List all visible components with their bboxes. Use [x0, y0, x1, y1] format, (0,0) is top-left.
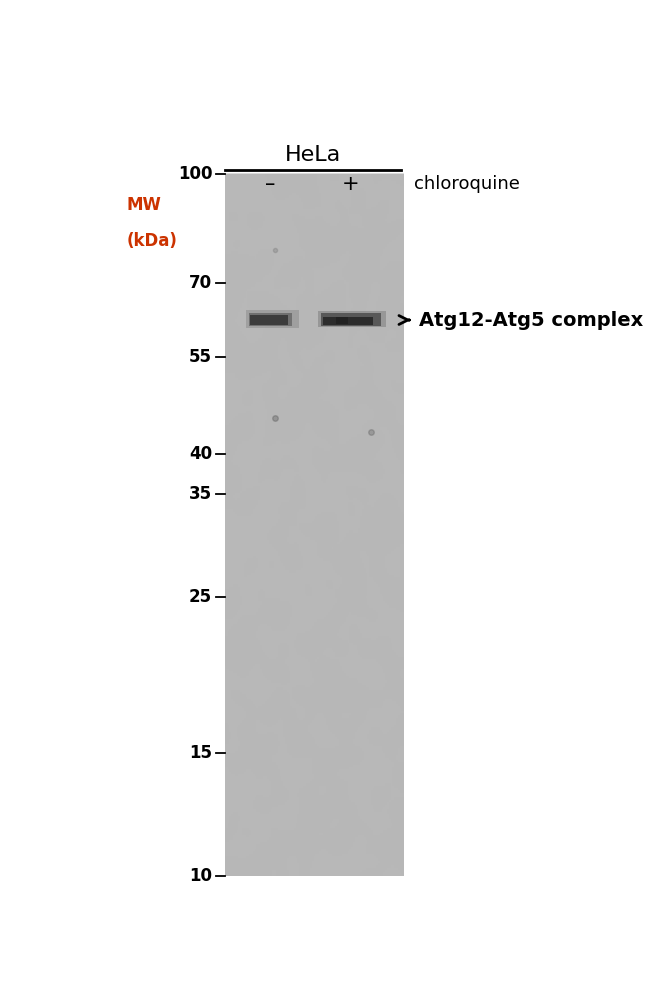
Bar: [323, 317, 373, 325]
Bar: [335, 318, 348, 325]
Text: 100: 100: [177, 165, 212, 183]
Text: 40: 40: [189, 445, 212, 463]
Bar: [318, 312, 386, 328]
Text: +: +: [342, 174, 359, 194]
Text: 25: 25: [189, 588, 212, 606]
Bar: [250, 315, 287, 325]
Text: MW: MW: [127, 196, 161, 214]
Text: –: –: [265, 174, 276, 194]
Text: 70: 70: [189, 274, 212, 292]
Text: 55: 55: [189, 348, 212, 366]
Bar: [249, 313, 292, 326]
Text: Atg12-Atg5 complex: Atg12-Atg5 complex: [419, 311, 643, 330]
Text: 15: 15: [189, 743, 212, 762]
Text: HeLa: HeLa: [285, 145, 341, 165]
Text: 35: 35: [189, 485, 212, 503]
Text: (kDa): (kDa): [127, 232, 177, 250]
Bar: [225, 174, 404, 877]
Text: 10: 10: [189, 868, 212, 886]
Bar: [246, 311, 299, 328]
Text: chloroquine: chloroquine: [414, 175, 519, 193]
Bar: [320, 314, 381, 326]
